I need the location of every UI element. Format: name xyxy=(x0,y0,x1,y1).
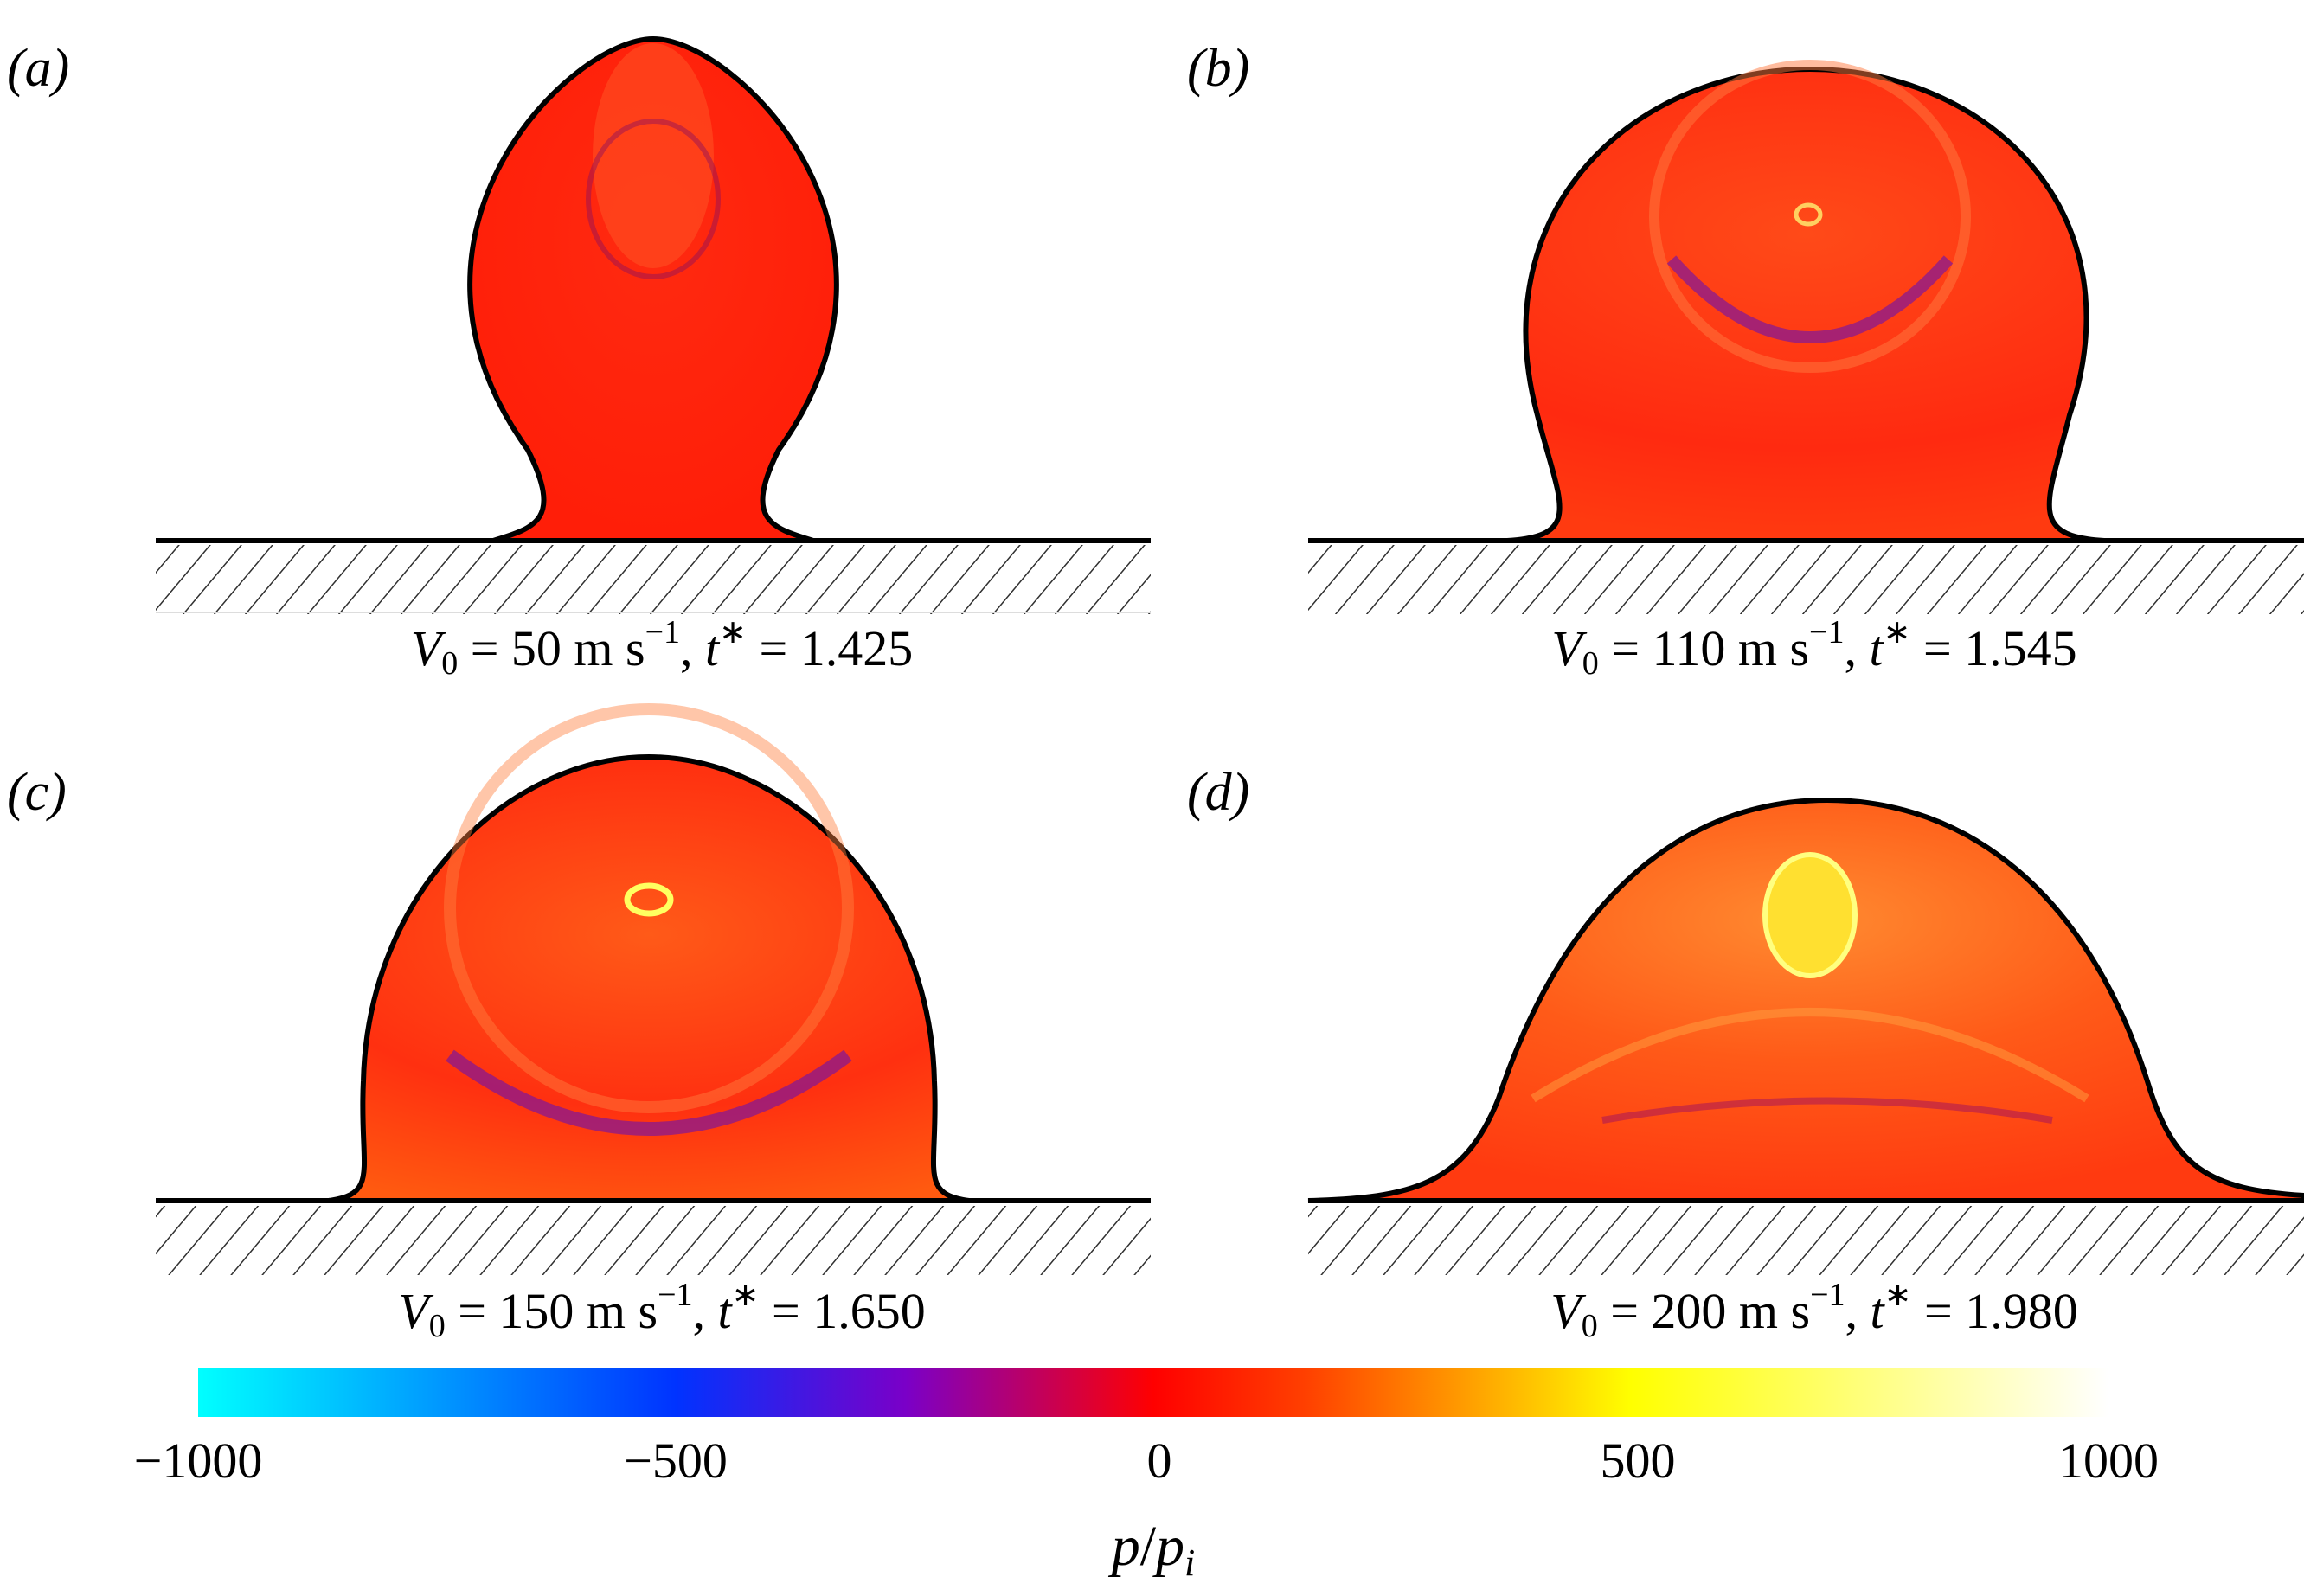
colorbar-tick: −500 xyxy=(624,1433,728,1489)
colorbar-label: p/pi xyxy=(1111,1515,1196,1584)
colorbar-tick: 0 xyxy=(1146,1433,1172,1489)
panel-label-d: (d) xyxy=(1187,763,1250,822)
colorbar-tick: 500 xyxy=(1600,1433,1676,1489)
colorbar-tick: 1000 xyxy=(2058,1433,2159,1489)
droplet-panel-d xyxy=(1307,797,2304,1275)
panel-label-b: (b) xyxy=(1187,39,1250,98)
droplet-panel-a xyxy=(156,35,1151,614)
caption-panel-a: V0 = 50 m s−1, t∗ = 1.425 xyxy=(410,614,914,682)
caption-panel-b: V0 = 110 m s−1, t∗ = 1.545 xyxy=(1551,614,2077,682)
panel-label-a: (a) xyxy=(7,39,70,98)
colorbar xyxy=(198,1368,2108,1417)
colorbar-tick: −1000 xyxy=(133,1433,263,1489)
caption-panel-c: V0 = 150 m s−1, t∗ = 1.650 xyxy=(398,1277,926,1344)
droplet-panel-c xyxy=(156,703,1151,1275)
caption-panel-d: V0 = 200 m s−1, t∗ = 1.980 xyxy=(1550,1277,2078,1344)
panel-label-c: (c) xyxy=(7,763,67,822)
droplet-panel-b xyxy=(1308,60,2304,614)
